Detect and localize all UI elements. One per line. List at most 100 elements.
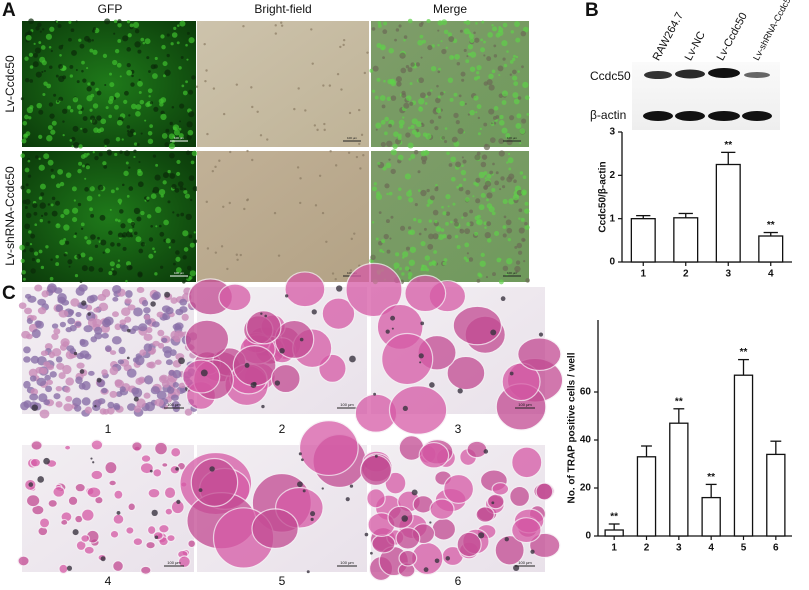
cell: [128, 228, 133, 233]
cell: [476, 220, 481, 225]
cell: [366, 488, 386, 509]
cell: [125, 526, 135, 535]
cell: [30, 315, 37, 321]
cell: [436, 84, 439, 88]
cell: [342, 43, 345, 47]
cell: [162, 172, 169, 179]
cell: [509, 485, 531, 508]
cell: [67, 317, 76, 325]
charts: Ccdc50/β-actin 0 1 2 3 1 2 3 ** 4 ** No. of TRAP po…: [567, 127, 792, 554]
cell: [142, 41, 146, 45]
cell: [515, 37, 521, 43]
cell: [464, 242, 470, 248]
cell: [127, 131, 134, 138]
cell: [524, 222, 528, 226]
cell: [155, 225, 158, 228]
cell: [154, 398, 164, 407]
cell: [156, 311, 164, 318]
cell: [43, 70, 46, 73]
cell: [67, 259, 73, 265]
cell: [503, 215, 507, 219]
cell: [515, 55, 519, 59]
cell: [126, 69, 133, 76]
cell: [127, 304, 136, 311]
cell: [144, 119, 147, 122]
cell: [389, 237, 392, 240]
debris: [72, 529, 79, 536]
cell: [500, 176, 505, 181]
cell: [20, 401, 29, 411]
cell: [218, 283, 252, 312]
debris: [250, 382, 257, 388]
debris: [370, 551, 373, 555]
cell: [51, 323, 59, 329]
cell: [74, 232, 78, 235]
cell: [126, 194, 130, 198]
y-axis-label: Ccdc50/β-actin: [598, 161, 609, 232]
cell: [69, 109, 74, 113]
cell: [108, 114, 112, 119]
cell: [124, 90, 129, 96]
cell: [184, 408, 193, 416]
cell: [84, 35, 90, 42]
cell: [473, 181, 477, 186]
cell: [140, 132, 143, 135]
cell: [135, 377, 144, 385]
cell: [405, 95, 412, 102]
cell: [137, 168, 142, 173]
cell: [445, 221, 449, 226]
cell: [88, 370, 95, 376]
cell: [502, 198, 508, 205]
cell: [435, 183, 438, 187]
cell: [50, 168, 54, 172]
cell: [469, 66, 476, 72]
cell: [148, 361, 156, 369]
lane-label: RAW264.7: [651, 11, 686, 63]
band-label: Ccdc50: [590, 69, 631, 83]
cell: [179, 306, 188, 313]
cell: [78, 144, 83, 149]
cell: [182, 255, 187, 260]
cell: [250, 86, 253, 89]
cell: [182, 280, 186, 284]
cell: [97, 293, 107, 302]
cell: [476, 104, 482, 109]
cell: [437, 70, 441, 74]
cell: [456, 245, 461, 249]
debris: [509, 371, 514, 376]
cell: [407, 142, 414, 149]
cell: [102, 53, 108, 58]
cell: [41, 60, 47, 66]
cell: [127, 33, 132, 38]
cell: [376, 42, 382, 49]
cell: [114, 152, 118, 157]
cell: [145, 540, 156, 550]
cell: [477, 132, 481, 136]
cell: [98, 194, 101, 197]
cell: [293, 107, 296, 111]
cell: [506, 258, 513, 265]
cell: [399, 124, 404, 129]
cell: [407, 272, 413, 277]
cell: [498, 120, 505, 126]
debris: [279, 347, 285, 354]
debris: [374, 454, 378, 458]
cell: [41, 70, 44, 74]
cell: [108, 271, 113, 276]
cell: [150, 386, 160, 395]
cell: [205, 69, 208, 72]
cell: [339, 45, 342, 49]
cell: [477, 116, 481, 120]
cell: [478, 204, 485, 211]
cell: [408, 197, 414, 203]
cell: [122, 246, 127, 251]
cell: [489, 137, 496, 143]
cell: [45, 385, 53, 393]
cell: [467, 44, 474, 50]
cell: [112, 284, 122, 294]
cell: [109, 208, 112, 211]
cell: [437, 29, 440, 32]
cell: [463, 178, 467, 182]
cell: [162, 312, 171, 321]
cell: [508, 173, 515, 180]
